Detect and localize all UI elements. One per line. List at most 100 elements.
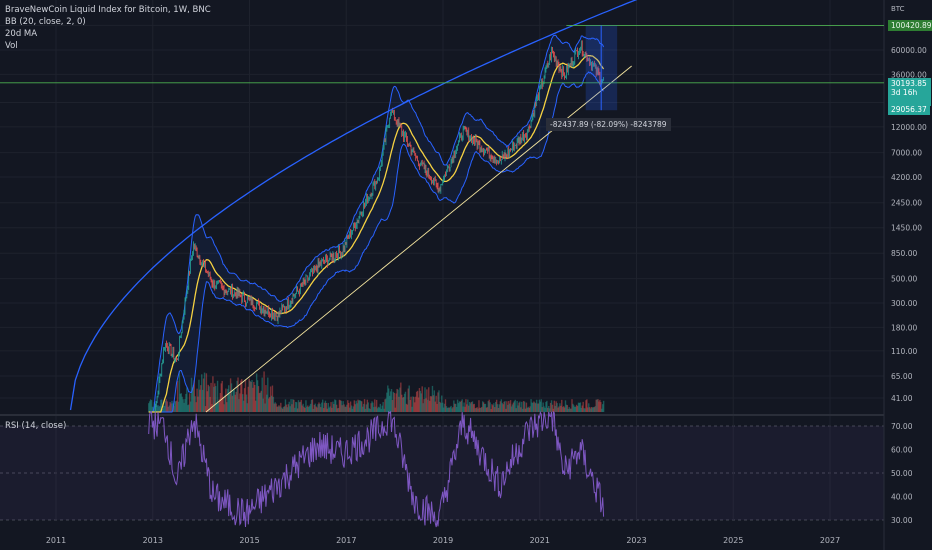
volume-bar (240, 380, 242, 412)
symbol-title[interactable]: BraveNewCoin Liquid Index for Bitcoin, 1… (5, 5, 211, 15)
volume-bar (527, 406, 529, 412)
volume-bar (289, 406, 291, 412)
volume-bar (354, 404, 356, 412)
volume-bar (164, 400, 167, 412)
volume-bar (211, 404, 213, 412)
price-tick-label: 850.00 (891, 249, 917, 258)
volume-bar (505, 408, 507, 412)
volume-bar (467, 399, 469, 412)
volume-bar (349, 401, 352, 412)
price-tick-label: 110.00 (891, 347, 917, 356)
volume-bar (558, 406, 560, 412)
volume-bar (525, 402, 528, 412)
volume-bar (400, 382, 402, 412)
volume-bar (169, 401, 171, 412)
volume-bar (213, 386, 215, 412)
volume-bar (514, 399, 516, 412)
volume-bar (474, 408, 476, 412)
volume-bar (465, 399, 467, 412)
volume-bar (190, 377, 193, 412)
volume-bar (179, 393, 182, 412)
time-axis[interactable]: 2011 2013 2015 2017 2019 2021 2023 2025 2027 (46, 536, 840, 545)
bar-countdown: 3d 16h (891, 88, 918, 97)
volume-bar (567, 408, 569, 412)
price-candles (154, 40, 605, 412)
volume-bar (160, 399, 162, 412)
volume-bar (371, 401, 373, 412)
volume-bar (224, 395, 226, 412)
volume-bar (501, 402, 503, 412)
volume-bar (257, 386, 260, 412)
volume-bar (361, 401, 363, 412)
volume-bar (274, 402, 276, 412)
volume-bar (536, 403, 539, 412)
volume-bar (548, 405, 550, 412)
volume-bar (564, 400, 567, 412)
volume-bar (282, 406, 285, 412)
volume-bar (177, 401, 180, 412)
bb-indicator-label[interactable]: BB (20, close, 2, 0) (5, 17, 86, 27)
volume-bar (308, 405, 311, 412)
rsi-indicator-label[interactable]: RSI (14, close) (5, 421, 67, 431)
volume-bar (470, 402, 473, 412)
price-tick-label: 4200.00 (891, 173, 922, 182)
volume-bar (254, 384, 256, 412)
volume-bar (486, 407, 489, 412)
volume-bar (341, 405, 343, 412)
volume-bar (244, 379, 247, 412)
volume-bar (383, 408, 385, 412)
volume-bar (563, 407, 566, 412)
volume-bar (402, 397, 405, 412)
volume-bar (171, 400, 173, 412)
volume-bar (521, 401, 523, 412)
volume-bar (291, 404, 293, 412)
bb-upper-line (148, 34, 605, 413)
volume-bar (378, 407, 381, 412)
volume-indicator-label[interactable]: Vol (5, 41, 18, 51)
price-tick-label: 1450.00 (891, 224, 922, 233)
volume-bar (508, 401, 510, 412)
volume-bar (445, 406, 448, 412)
volume-bar (504, 401, 506, 412)
volume-bar (212, 376, 214, 412)
grid-lines (0, 0, 884, 521)
volume-bar (430, 396, 433, 412)
rsi-tick-label: 30.00 (891, 516, 913, 525)
volume-bar (203, 372, 206, 412)
volume-bar (466, 404, 468, 412)
volume-bar (499, 401, 502, 412)
volume-bar (262, 398, 264, 412)
time-tick-label: 2021 (530, 536, 550, 545)
volume-bar (299, 401, 302, 412)
volume-bar (431, 385, 434, 412)
volume-bar (597, 399, 599, 412)
volume-bar (237, 377, 239, 412)
volume-bar (161, 408, 164, 412)
drawing-overlays[interactable] (0, 0, 884, 413)
volume-bar (584, 408, 586, 412)
volume-bar (422, 403, 424, 412)
volume-bar (284, 399, 287, 412)
volume-bar (301, 405, 303, 412)
volume-bar (290, 399, 292, 412)
volume-bar (454, 403, 456, 412)
volume-bar (528, 407, 530, 412)
volume-bar (386, 392, 388, 412)
volume-bar (461, 399, 463, 412)
volume-bar (259, 392, 262, 412)
volume-bar (515, 408, 517, 412)
volume-bar (439, 401, 441, 412)
volume-bar (316, 407, 318, 412)
volume-bar (192, 385, 195, 412)
volume-bar (246, 403, 249, 412)
bb-lower-line (148, 71, 604, 413)
volume-bar (251, 379, 253, 412)
volume-bar (238, 399, 240, 412)
volume-bar (598, 401, 600, 412)
volume-bar (485, 407, 488, 412)
ma-indicator-label[interactable]: 20d MA (5, 29, 38, 39)
price-axis[interactable]: 60000.0036000.0020000.0012000.007000.004… (891, 46, 927, 525)
volume-bar (313, 404, 316, 412)
volume-bar (161, 399, 163, 412)
